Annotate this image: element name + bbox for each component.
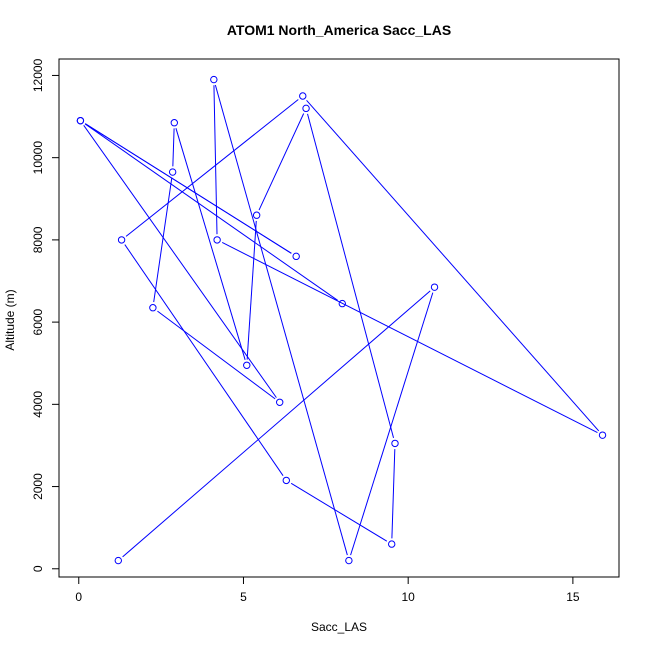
series-segment xyxy=(125,99,299,237)
y-tick-label: 12000 xyxy=(31,58,45,92)
series-segment xyxy=(172,128,175,167)
x-axis: 0 5 10 15 xyxy=(75,576,580,604)
data-point xyxy=(388,540,396,548)
series-segment xyxy=(306,99,600,432)
data-point xyxy=(168,168,177,176)
y-tick-label: 6000 xyxy=(31,308,45,335)
series-segment xyxy=(84,123,292,254)
data-point xyxy=(117,236,126,244)
series-segment xyxy=(307,113,395,439)
series-segment xyxy=(258,113,305,211)
series-segment xyxy=(221,242,598,434)
data-point xyxy=(302,104,310,113)
y-tick-label: 2000 xyxy=(31,473,45,500)
series-segment xyxy=(213,85,218,235)
series-segment xyxy=(157,310,276,400)
series-segment xyxy=(391,449,396,539)
series-segment xyxy=(290,482,388,542)
chart-title: ATOM1 North_America Sacc_LAS xyxy=(227,22,451,38)
data-point xyxy=(345,556,353,565)
y-axis-label: Altitude (m) xyxy=(3,289,17,350)
y-tick-label: 10000 xyxy=(31,141,45,175)
data-point xyxy=(299,92,307,100)
data-point xyxy=(149,304,157,312)
series-segment xyxy=(83,125,277,398)
data-point xyxy=(213,236,221,244)
series-segment xyxy=(153,177,173,303)
data-point xyxy=(210,75,218,84)
data-point xyxy=(292,252,300,261)
x-tick-label: 15 xyxy=(566,590,580,604)
data-point xyxy=(114,556,122,565)
series-segment xyxy=(350,292,434,556)
data-point xyxy=(243,361,251,369)
x-tick-label: 5 xyxy=(240,590,247,604)
data-point xyxy=(598,431,607,439)
data-point xyxy=(391,439,399,448)
x-axis-label: Sacc_LAS xyxy=(311,620,367,634)
data-point xyxy=(338,299,346,308)
data-point xyxy=(276,398,284,406)
y-tick-label: 4000 xyxy=(31,391,45,418)
data-point xyxy=(282,476,290,485)
x-tick-label: 10 xyxy=(401,590,415,604)
data-point xyxy=(170,119,178,127)
data-point xyxy=(430,283,439,291)
x-tick-label: 0 xyxy=(75,590,82,604)
data-point xyxy=(76,116,85,125)
y-tick-label: 0 xyxy=(31,565,45,572)
series-layer xyxy=(76,75,607,565)
y-tick-label: 8000 xyxy=(31,226,45,253)
series-segment xyxy=(84,123,338,301)
y-axis: 0 2000 4000 6000 8000 10000 12000 xyxy=(31,58,60,572)
series-segment xyxy=(124,244,284,476)
series-segment xyxy=(214,84,348,556)
data-point xyxy=(252,211,261,219)
series-segment xyxy=(122,290,431,558)
series-segment xyxy=(175,128,246,360)
series-segment xyxy=(246,220,257,360)
